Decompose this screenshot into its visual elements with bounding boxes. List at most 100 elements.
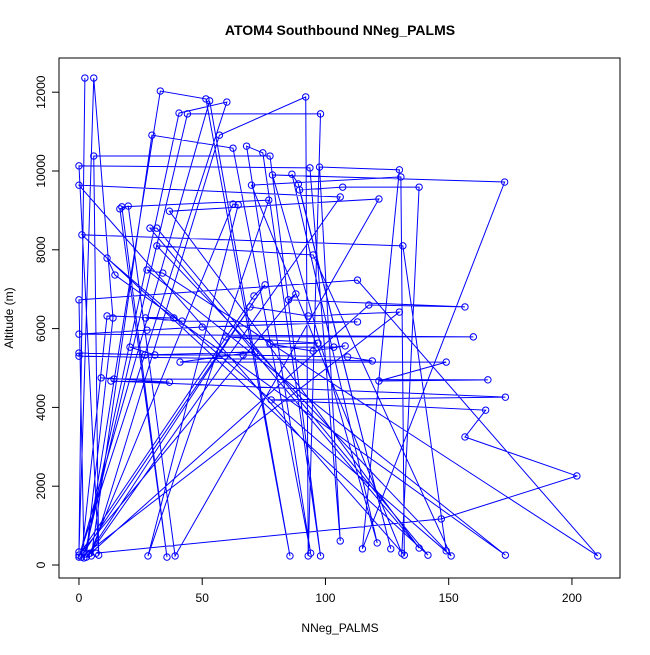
data-point [442,547,450,555]
data-point [229,200,237,208]
data-point [198,323,206,331]
data-point [373,539,381,547]
data-point [165,207,174,215]
y-tick-label: 10000 [34,154,48,188]
data-point [315,163,324,171]
data-point [353,318,362,326]
data-line [77,77,599,559]
data-point [484,376,492,384]
data-point [261,281,269,289]
data-point [259,149,267,157]
data-point [94,551,103,559]
data-point [424,551,432,559]
data-point [92,549,100,557]
data-point [205,97,214,105]
data-point [90,152,98,160]
chart-title: ATOM4 Southbound NNeg_PALMS [225,22,455,38]
data-point [103,254,111,262]
data-point [246,303,254,311]
data-point [415,183,423,191]
data-point [148,131,156,139]
data-point [302,93,310,101]
x-tick-label: 0 [76,591,83,605]
data-point [75,349,83,357]
data-point [266,340,274,348]
data-point [146,224,154,232]
y-tick-label: 6000 [34,315,48,342]
data-point [223,98,231,106]
x-tick-label: 200 [562,591,582,605]
data-point [341,342,349,350]
data-point [239,351,247,359]
data-point [111,271,119,279]
data-point [103,312,111,320]
data-point [415,544,423,552]
data-point [286,552,294,560]
data-point [343,353,352,361]
data-point [500,178,509,186]
data-point [75,553,83,561]
data-point [151,351,159,359]
data-point [222,333,230,341]
data-point [75,296,83,304]
data-point [202,95,210,103]
x-tick-label: 150 [439,591,459,605]
data-point [395,166,404,174]
data-point [159,269,167,277]
data-point [437,515,445,523]
data-point [461,433,469,441]
data-point [309,347,317,355]
data-point [573,472,581,480]
data-point [375,195,383,203]
data-point [82,553,91,561]
data-point [339,183,347,191]
data-point [141,314,150,322]
data-point [75,352,83,360]
y-axis-label: Altitude (m) [2,287,16,348]
data-point [368,357,376,365]
data-point [126,343,134,351]
data-point [143,326,151,334]
data-point [306,549,315,557]
y-tick-label: 2000 [34,473,48,500]
data-point [365,301,373,309]
data-point [215,131,224,139]
data-point [242,142,251,150]
data-point [175,109,183,117]
data-point [288,170,296,178]
data-point [336,537,344,545]
data-point [447,552,455,560]
data-point [153,224,161,232]
data-point [75,330,83,338]
data-point [268,171,277,179]
data-point [176,358,184,366]
data-point [78,231,86,239]
data-point [304,312,312,320]
data-point [398,549,406,557]
data-point [316,110,325,118]
data-point [144,552,152,560]
data-point [316,552,325,560]
data-point [75,162,83,170]
data-point [141,351,149,359]
data-point [594,552,602,560]
data-point [395,308,404,316]
data-point [399,242,407,250]
data-point [442,358,450,366]
data-point [178,317,186,325]
data-point [143,266,151,274]
x-axis-label: NNeg_PALMS [301,621,378,635]
y-tick-label: 12000 [34,75,48,109]
data-point [183,110,192,118]
data-point [124,202,132,210]
data-point [306,164,314,172]
data-point [75,181,83,189]
data-point [336,193,344,201]
data-point [295,186,304,194]
data-point [163,553,171,561]
data-point [461,303,469,311]
data-point [81,74,89,82]
data-point [107,377,115,385]
data-point [265,196,273,204]
